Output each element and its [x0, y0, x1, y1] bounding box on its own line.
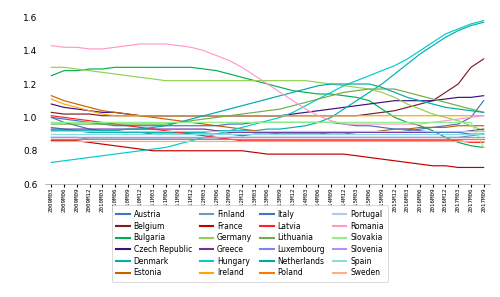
Legend: Austria, Belgium, Bulgaria, Czech Republic, Denmark, Estonia, Finland, France, G: Austria, Belgium, Bulgaria, Czech Republ…	[112, 205, 388, 282]
